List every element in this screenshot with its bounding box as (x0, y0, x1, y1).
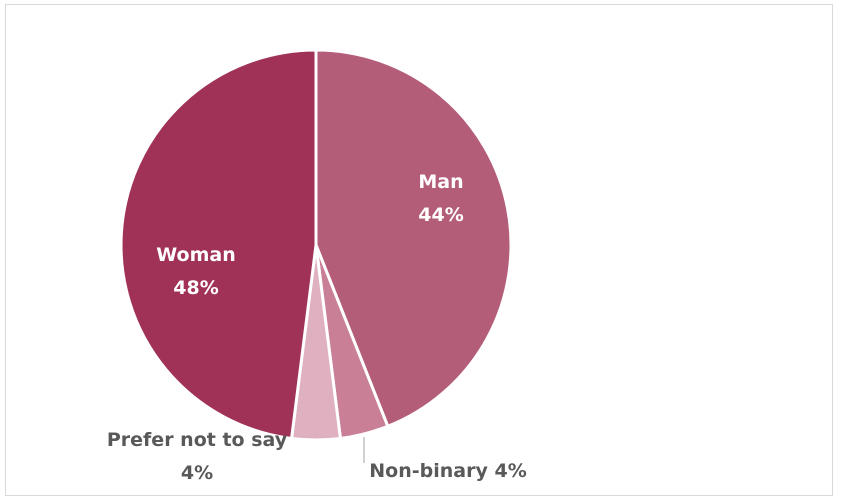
pie-slice-woman (119, 48, 318, 440)
slice-label-woman-name: Woman (156, 244, 235, 266)
slice-label-man-value: 44% (418, 204, 463, 226)
slice-label-prefer-not-value: 4% (181, 462, 213, 484)
slice-label-man-name: Man (418, 171, 463, 193)
slice-label-woman-value: 48% (173, 277, 218, 299)
pie-slices (119, 48, 513, 442)
slice-label-prefer-not-name: Prefer not to say (107, 429, 288, 451)
slice-label-non-binary-value: 4% (494, 460, 526, 482)
pie-slice-man (314, 48, 513, 428)
slice-label-non-binary: Non-binary 4% (369, 460, 526, 482)
slice-label-non-binary-name: Non-binary (369, 460, 488, 482)
